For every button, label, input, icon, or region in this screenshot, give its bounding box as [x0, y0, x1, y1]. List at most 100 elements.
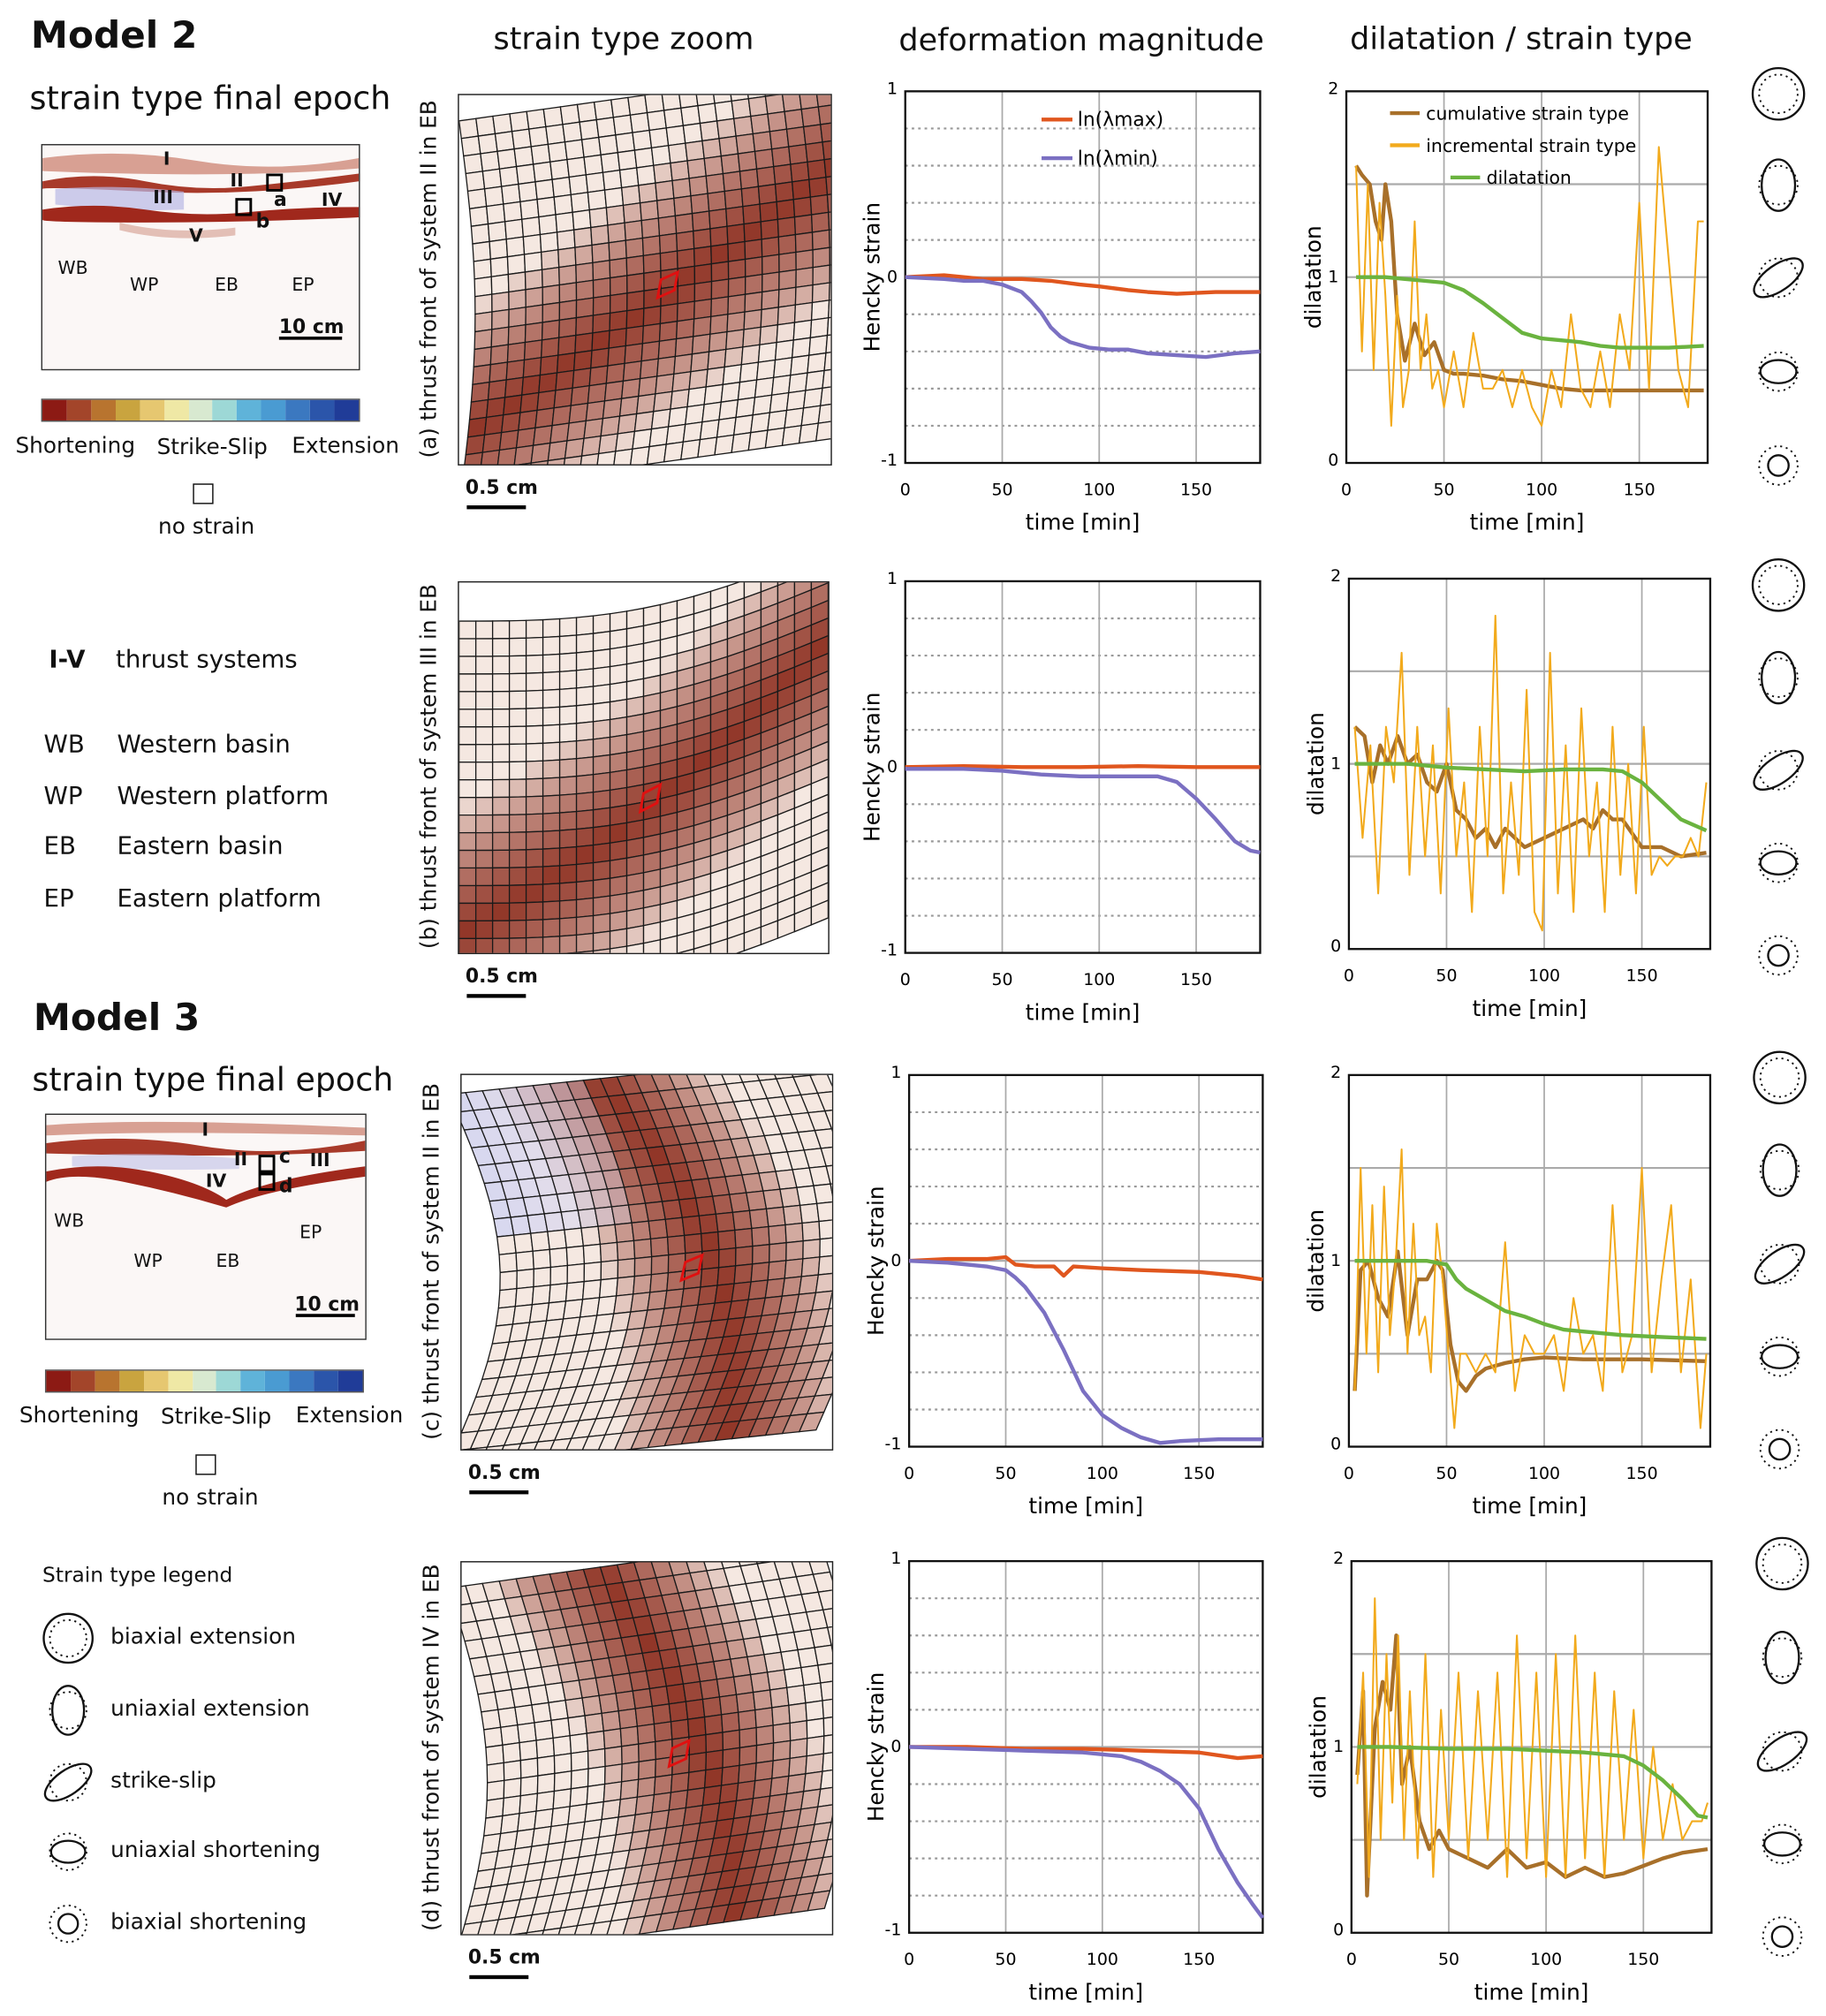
dotted-circle [49, 1691, 87, 1730]
mesh-cell [505, 236, 526, 258]
series-line-ln-min- [905, 767, 1261, 855]
y-tick-label: 2 [1328, 79, 1338, 98]
solid-outline [1761, 1344, 1799, 1369]
x-axis-label: time [min] [1474, 1979, 1589, 2005]
x-axis-label: time [min] [1473, 1493, 1587, 1519]
mesh-cell [524, 322, 543, 344]
mesh-cell [750, 412, 771, 434]
mesh-cell [619, 1725, 640, 1747]
mesh-cell [508, 919, 527, 939]
mesh-cell [634, 1705, 655, 1727]
mesh-cell [489, 239, 509, 261]
mesh-cell [685, 404, 705, 426]
mesh-cell [707, 190, 727, 212]
biaxial-extension-icon [1751, 558, 1806, 612]
mesh-cell [738, 1762, 757, 1785]
mesh-cell [642, 305, 662, 327]
mesh-cell [585, 171, 606, 193]
solid-outline [1768, 1437, 1792, 1461]
mesh-cell [795, 266, 814, 289]
series-line-ln-max- [909, 1254, 1263, 1282]
mesh-cell [483, 1726, 504, 1748]
biaxial-shortening-icon [1758, 935, 1799, 976]
strike-slip-icon [1756, 1731, 1808, 1772]
mesh-cell [793, 214, 814, 236]
mesh-cell [513, 444, 534, 465]
solid-outline [1761, 158, 1797, 212]
mesh-cell [734, 1227, 754, 1249]
mesh-cell [534, 178, 555, 201]
mesh-cell [609, 857, 628, 879]
y-axis-label: Hencky strain [863, 1672, 889, 1823]
map-label-WP: WP [130, 275, 159, 296]
mesh-cell [822, 368, 831, 390]
no-strain-label: no strain [162, 1485, 259, 1512]
mesh-cell [683, 1232, 703, 1254]
mesh-cell [558, 617, 578, 638]
mesh-cell [743, 308, 762, 330]
mesh-cell [470, 381, 490, 403]
model2-strain-map: I II III IV V a b WB WP EB EP 10 cm [41, 144, 360, 371]
mesh-cell [491, 308, 510, 330]
mesh-cell [744, 291, 763, 313]
mesh-cell [513, 146, 534, 168]
mesh-cell [807, 352, 827, 374]
mesh-cell [809, 1074, 832, 1095]
mesh-cell [549, 422, 570, 444]
mesh-cell [615, 1690, 636, 1712]
mesh-cell [602, 398, 623, 420]
x-axis-label: time [min] [1026, 999, 1140, 1025]
mesh-cell [629, 111, 650, 133]
mesh-cell [533, 1266, 551, 1288]
mesh-cell [609, 292, 628, 315]
solid-outline [1770, 1925, 1794, 1948]
mesh-cell [799, 1202, 820, 1224]
colorbar-swatch [115, 399, 140, 421]
mesh-cell [757, 183, 777, 205]
mesh-cell [810, 634, 829, 662]
mesh-cell [749, 1671, 771, 1694]
x-tick-label: 0 [1346, 1950, 1357, 1969]
mesh-cell [622, 1915, 646, 1935]
mesh-cell [826, 193, 831, 214]
mesh-cell [525, 304, 543, 326]
mesh-cell [564, 1227, 585, 1249]
mesh-cell [621, 1743, 640, 1765]
mesh-cell [468, 398, 489, 421]
mesh-cell [681, 1215, 702, 1237]
biaxial-shortening-icon [1762, 1916, 1803, 1957]
mesh-cell [525, 830, 544, 851]
mesh-cell [716, 1265, 737, 1286]
mesh-cell [507, 323, 527, 345]
mesh-cell [548, 1282, 568, 1304]
mesh-cell [458, 744, 477, 763]
mesh-cell [592, 294, 611, 316]
mesh-cell [532, 1248, 552, 1270]
mesh-cell [747, 95, 769, 117]
mesh-cell [458, 117, 480, 140]
solid-outline [1753, 257, 1804, 299]
mesh-cell [497, 1706, 519, 1729]
map-scale-label: 10 cm [294, 1292, 360, 1316]
mesh-cell [494, 131, 515, 153]
mesh-cell [744, 256, 763, 278]
mesh-cell [586, 1783, 606, 1805]
mesh-cell [670, 388, 690, 410]
mesh-cell [508, 884, 527, 904]
map-label-I: I [201, 1119, 209, 1141]
mesh-cell [699, 120, 720, 142]
mesh-cell [491, 708, 511, 728]
mesh-cell [530, 1231, 550, 1252]
mesh-cell [790, 354, 810, 376]
mesh-cell [592, 612, 611, 634]
strain-zoom-mesh [460, 1561, 834, 1936]
mesh-cell [468, 205, 489, 227]
colorbar-swatch [66, 399, 92, 421]
mesh-cell [792, 178, 812, 201]
mesh-cell [817, 1855, 832, 1876]
mesh-cell [575, 703, 595, 724]
mesh-cell [636, 1723, 656, 1745]
mesh-cell [503, 394, 523, 416]
mesh-cell [670, 1771, 690, 1793]
